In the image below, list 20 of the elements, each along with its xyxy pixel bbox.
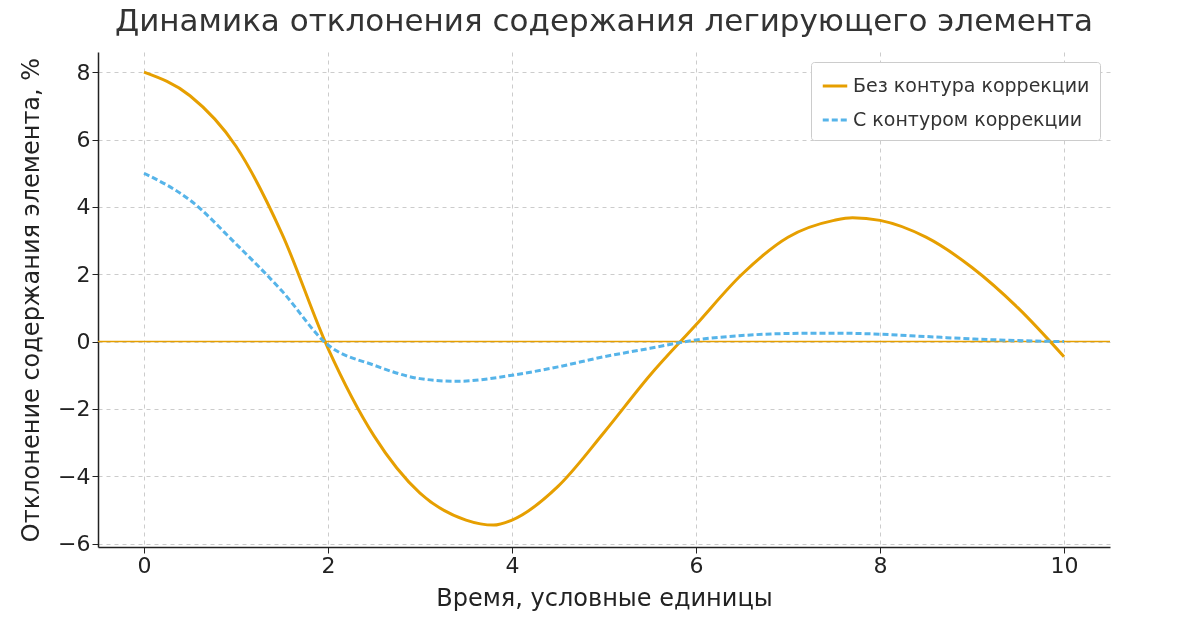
y-tick-label: 0 <box>76 329 91 355</box>
y-axis-title: Отклонение содержания элемента, % <box>17 57 46 543</box>
y-tick-label: 8 <box>76 59 91 85</box>
x-tick-label: 0 <box>137 552 152 578</box>
line-series <box>142 171 1066 383</box>
x-tick-label: 2 <box>321 552 336 578</box>
x-tick-label: 8 <box>873 552 888 578</box>
y-tick-label: −4 <box>58 463 91 489</box>
y-tick-label: −2 <box>58 396 91 422</box>
x-tick-label: 6 <box>689 552 704 578</box>
y-tick-label: 2 <box>76 261 91 287</box>
y-tick-label: 6 <box>76 127 91 153</box>
x-axis-title: Время, условные единицы <box>436 583 773 612</box>
x-tick-label: 4 <box>505 552 520 578</box>
y-tick-label: 4 <box>76 194 91 220</box>
legend-label: Без контура коррекции <box>853 74 1090 96</box>
chart-title: Динамика отклонения содержания легирующего элемента <box>114 2 1094 38</box>
x-tick-label: 10 <box>1050 552 1079 578</box>
legend-label: С контуром коррекции <box>853 108 1083 130</box>
y-tick-label: −6 <box>58 531 91 557</box>
